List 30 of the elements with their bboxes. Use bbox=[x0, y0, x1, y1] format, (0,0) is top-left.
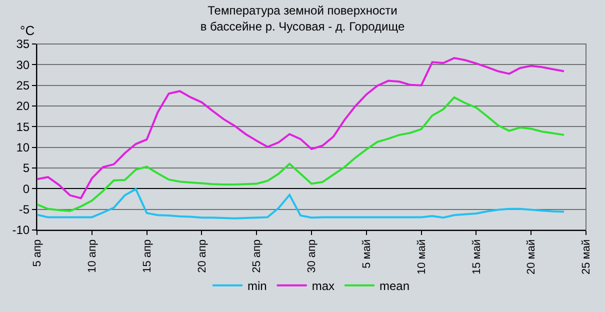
x-tick-label: 5 май bbox=[360, 239, 373, 268]
legend-label: min bbox=[248, 279, 267, 294]
y-axis-title: °C bbox=[20, 23, 35, 38]
y-tick-label: 15 bbox=[16, 120, 30, 134]
y-tick-label: 5 bbox=[22, 161, 30, 176]
x-tick-label: 15 апр bbox=[141, 239, 154, 273]
x-tick-label: 20 апр bbox=[196, 239, 208, 273]
legend-label: max bbox=[312, 279, 335, 294]
chart-subtitle: в бассейне р. Чусовая - д. Городище bbox=[200, 19, 405, 34]
x-tick-label: 10 апр bbox=[86, 239, 98, 273]
line-series bbox=[37, 188, 566, 220]
y-tick-label: 0 bbox=[22, 182, 30, 196]
x-tick-label: 15 май bbox=[470, 239, 483, 275]
y-tick-label: 20 bbox=[16, 99, 30, 114]
x-tick-label: 10 май bbox=[416, 239, 428, 275]
legend-label: mean bbox=[380, 279, 410, 294]
x-tick-label: 5 апр bbox=[32, 239, 44, 267]
x-tick-label: 30 апр bbox=[306, 239, 318, 273]
y-tick-label: -10 bbox=[12, 223, 30, 238]
y-tick-label: 10 bbox=[16, 140, 30, 155]
x-tick-label: 25 май bbox=[580, 239, 593, 275]
x-tick-label: 25 апр bbox=[251, 239, 264, 273]
chart-title: Температура земной поверхности bbox=[208, 4, 398, 18]
x-tick-label: 20 май bbox=[526, 239, 538, 275]
line-series bbox=[37, 96, 566, 212]
y-tick-label: 30 bbox=[16, 58, 30, 72]
y-tick-label: -5 bbox=[18, 202, 30, 217]
line-series bbox=[37, 57, 566, 200]
y-tick-label: 25 bbox=[16, 78, 30, 93]
y-tick-label: 35 bbox=[16, 37, 30, 52]
